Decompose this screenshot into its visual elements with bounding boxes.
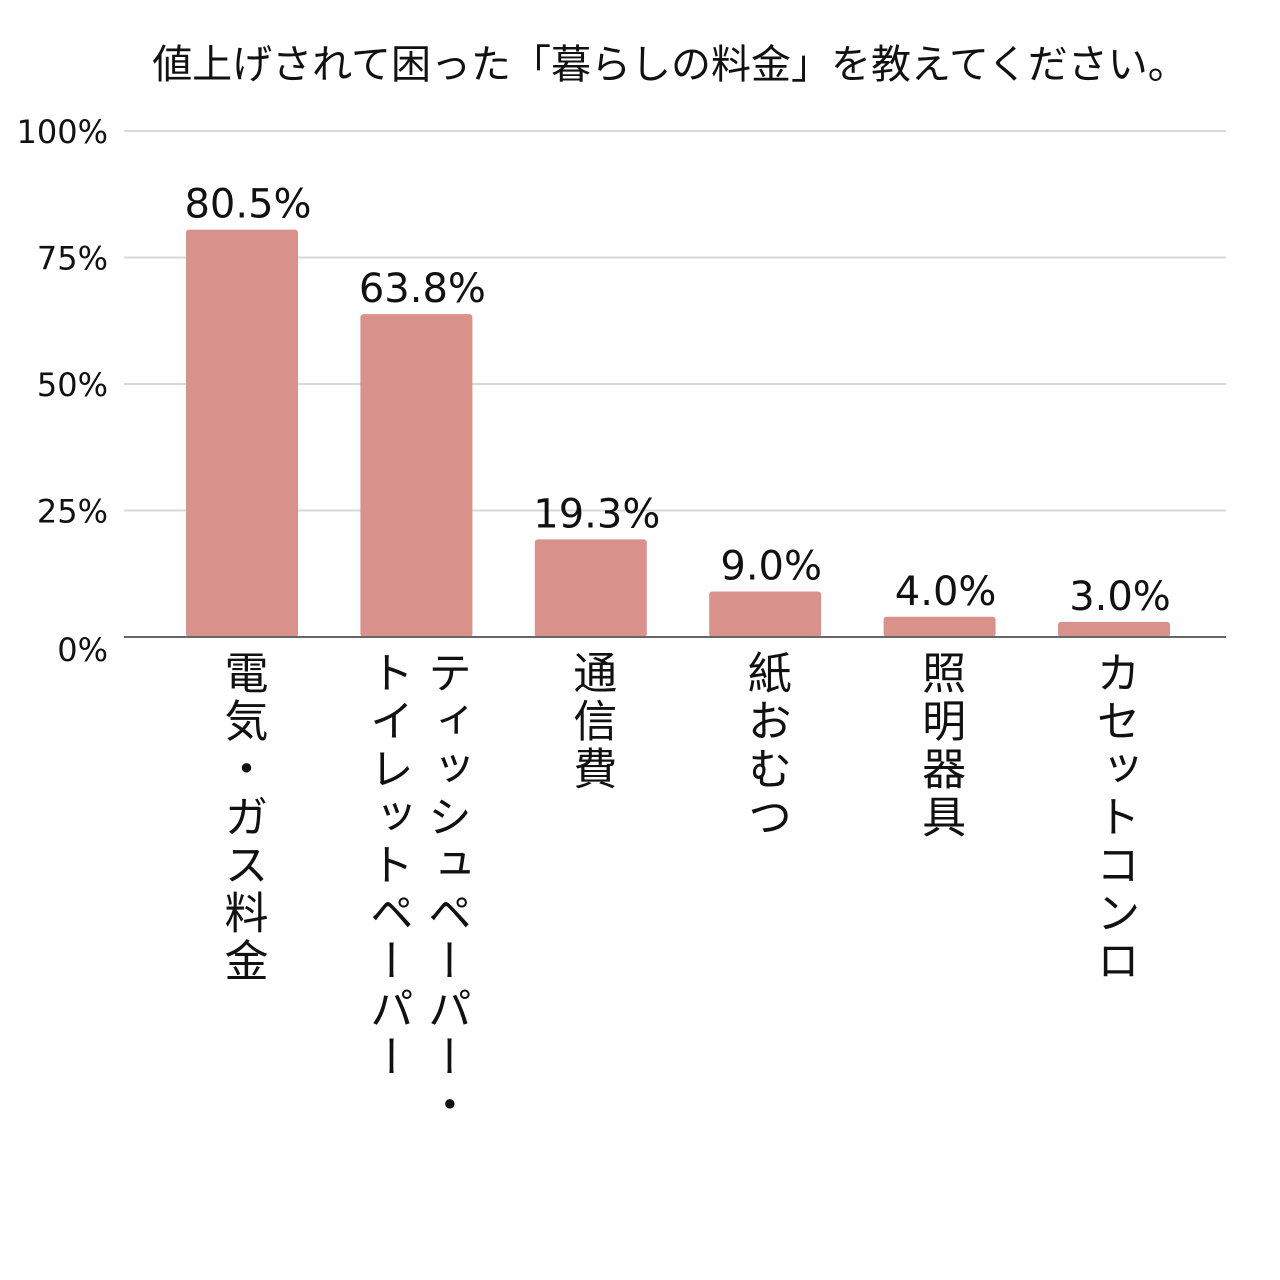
y-tick-label: 25% bbox=[37, 493, 108, 531]
category-label: ティッシュペーパー・トイレットペーパー bbox=[362, 650, 471, 1130]
bar bbox=[360, 314, 473, 637]
bar bbox=[1058, 621, 1170, 637]
bar bbox=[709, 591, 822, 637]
category-label-line: トイレットペーパー bbox=[362, 650, 413, 1082]
category-label: 照明器具 bbox=[914, 650, 965, 842]
category-label-line: カセットコンロ bbox=[1089, 650, 1140, 986]
value-label: 80.5% bbox=[184, 182, 311, 228]
bar bbox=[883, 616, 996, 637]
bars bbox=[186, 229, 1170, 638]
value-label: 9.0% bbox=[720, 543, 822, 589]
value-labels: 80.5% 63.8% 19.3% 9.0% 4.0% 3.0% bbox=[184, 182, 1170, 620]
category-label: カセットコンロ bbox=[1089, 650, 1140, 986]
value-label: 3.0% bbox=[1069, 574, 1171, 620]
bar bbox=[186, 229, 298, 638]
y-tick-label: 75% bbox=[37, 240, 108, 278]
y-tick-label: 50% bbox=[37, 366, 108, 404]
value-label: 4.0% bbox=[895, 569, 997, 615]
y-tick-label: 100% bbox=[17, 113, 108, 151]
y-tick-label: 0% bbox=[57, 631, 108, 669]
category-label: 通信費 bbox=[565, 650, 616, 794]
category-label: 電気・ガス料金 bbox=[217, 650, 268, 986]
category-label-line: 紙おむつ bbox=[740, 650, 791, 842]
category-label-line: 電気・ガス料金 bbox=[217, 650, 268, 986]
value-label: 63.8% bbox=[359, 266, 486, 312]
category-label: 紙おむつ bbox=[740, 650, 791, 842]
bar bbox=[534, 539, 647, 637]
value-label: 19.3% bbox=[533, 491, 660, 537]
gridlines bbox=[124, 130, 1226, 512]
category-label-line: 通信費 bbox=[565, 650, 616, 794]
category-label-line: 照明器具 bbox=[914, 650, 965, 842]
chart-title: 値上げされて困った「暮らしの料金」を教えてください。 bbox=[152, 42, 1188, 88]
y-axis-ticks: 0% 25% 50% 75% 100% bbox=[17, 113, 108, 669]
category-label-line: ティッシュペーパー・ bbox=[420, 650, 471, 1130]
category-labels: 電気・ガス料金 ティッシュペーパー・トイレットペーパー 通信費 紙おむつ 照明器具 カセッ… bbox=[217, 650, 1140, 1130]
